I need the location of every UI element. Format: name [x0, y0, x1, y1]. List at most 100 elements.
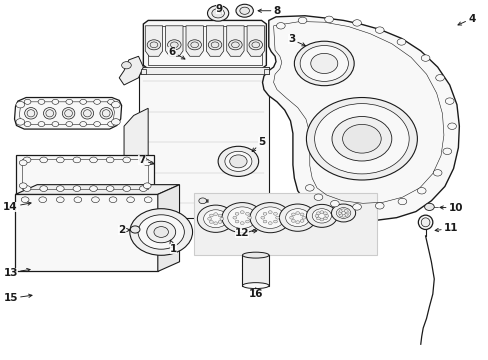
Circle shape — [249, 203, 290, 233]
Circle shape — [218, 221, 222, 224]
Circle shape — [305, 185, 313, 191]
Circle shape — [94, 122, 100, 127]
Circle shape — [24, 99, 31, 104]
Circle shape — [247, 216, 251, 219]
Circle shape — [235, 212, 239, 215]
Circle shape — [218, 146, 258, 176]
Polygon shape — [17, 155, 154, 194]
Circle shape — [285, 209, 309, 226]
Circle shape — [207, 217, 211, 220]
Circle shape — [111, 119, 120, 125]
Circle shape — [208, 40, 222, 50]
Polygon shape — [16, 185, 179, 194]
Text: 6: 6 — [168, 46, 184, 59]
Bar — [22, 159, 148, 189]
Text: 16: 16 — [248, 288, 263, 299]
Polygon shape — [158, 185, 179, 271]
Text: 13: 13 — [3, 267, 30, 278]
Circle shape — [213, 222, 217, 225]
Bar — [141, 69, 145, 74]
Ellipse shape — [100, 108, 112, 119]
Circle shape — [291, 220, 295, 222]
Circle shape — [16, 102, 24, 108]
Text: 12: 12 — [235, 228, 256, 238]
Circle shape — [301, 216, 305, 219]
Circle shape — [130, 209, 192, 255]
Circle shape — [310, 53, 337, 73]
Circle shape — [209, 214, 213, 217]
Circle shape — [306, 204, 337, 227]
Circle shape — [209, 221, 213, 224]
Circle shape — [213, 213, 217, 216]
Polygon shape — [124, 108, 148, 194]
Circle shape — [199, 198, 206, 204]
Circle shape — [447, 123, 455, 130]
Circle shape — [432, 170, 441, 176]
Circle shape — [89, 186, 97, 192]
Text: 7: 7 — [138, 155, 154, 165]
Circle shape — [220, 217, 224, 220]
Circle shape — [38, 99, 45, 104]
Circle shape — [279, 204, 315, 231]
Circle shape — [224, 151, 251, 171]
Circle shape — [424, 203, 433, 211]
Circle shape — [39, 197, 46, 203]
Polygon shape — [226, 26, 244, 56]
Polygon shape — [206, 26, 224, 56]
Circle shape — [94, 99, 100, 104]
Circle shape — [235, 220, 239, 223]
Circle shape — [20, 183, 27, 189]
Circle shape — [228, 40, 242, 50]
Polygon shape — [242, 255, 268, 285]
Circle shape — [106, 157, 114, 163]
Circle shape — [211, 9, 224, 18]
Circle shape — [40, 186, 47, 192]
Circle shape — [167, 40, 181, 50]
Circle shape — [20, 160, 27, 166]
Circle shape — [222, 203, 262, 233]
Circle shape — [73, 157, 81, 163]
Circle shape — [139, 186, 147, 192]
Polygon shape — [165, 26, 183, 56]
Circle shape — [336, 208, 350, 219]
Circle shape — [417, 188, 425, 194]
Circle shape — [236, 4, 253, 17]
Circle shape — [314, 215, 318, 217]
Circle shape — [143, 183, 151, 189]
Circle shape — [396, 39, 405, 45]
Text: 14: 14 — [3, 202, 31, 212]
Circle shape — [40, 157, 47, 163]
Circle shape — [143, 160, 151, 166]
Polygon shape — [145, 26, 163, 56]
Bar — [264, 69, 268, 74]
Circle shape — [111, 102, 120, 108]
Circle shape — [397, 198, 406, 205]
Circle shape — [324, 215, 328, 217]
Circle shape — [435, 75, 444, 81]
Circle shape — [420, 55, 429, 61]
Circle shape — [294, 41, 353, 86]
Circle shape — [445, 98, 453, 104]
Circle shape — [352, 204, 361, 210]
Circle shape — [66, 122, 73, 127]
Circle shape — [240, 211, 244, 213]
Ellipse shape — [43, 108, 56, 119]
Text: 3: 3 — [287, 35, 305, 46]
Circle shape — [341, 214, 345, 217]
Circle shape — [227, 207, 256, 228]
Text: 5: 5 — [252, 138, 264, 152]
Circle shape — [240, 222, 244, 225]
Bar — [138, 67, 268, 74]
Polygon shape — [194, 193, 377, 255]
Circle shape — [80, 122, 86, 127]
Circle shape — [218, 214, 222, 217]
Text: 2: 2 — [118, 225, 130, 235]
Circle shape — [295, 212, 299, 215]
Circle shape — [21, 197, 29, 203]
Circle shape — [323, 217, 326, 220]
Circle shape — [56, 197, 64, 203]
Circle shape — [197, 205, 234, 232]
Circle shape — [16, 119, 24, 125]
Circle shape — [319, 218, 323, 221]
Circle shape — [106, 186, 114, 192]
